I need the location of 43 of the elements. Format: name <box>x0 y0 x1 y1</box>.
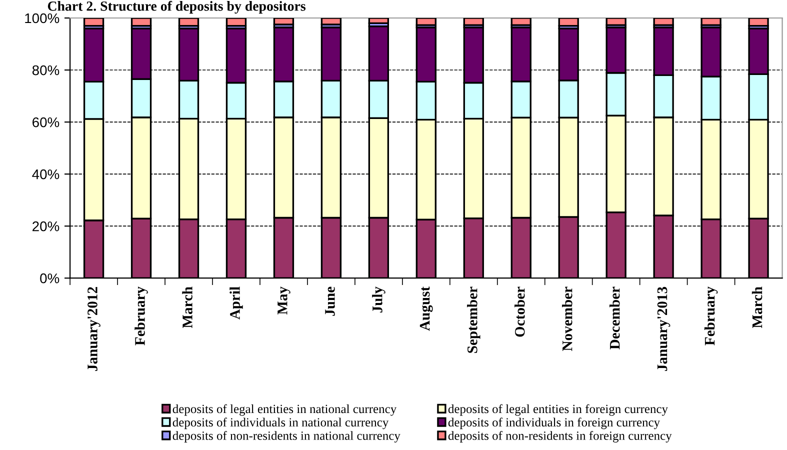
x-tick-label: April <box>230 286 243 320</box>
bar <box>178 18 200 27</box>
y-tick-label: 0% <box>40 273 60 284</box>
legend-label: deposits of legal entities in national currency <box>172 404 397 416</box>
x-tick-label: February <box>134 286 148 346</box>
x-tick-label: June <box>325 286 335 316</box>
bar <box>748 18 769 27</box>
bar <box>83 18 104 27</box>
x-tick-label: August <box>420 286 433 331</box>
y-tick-label: 20% <box>32 221 60 232</box>
legend-label: deposits of individuals in foreign currency <box>448 418 660 430</box>
x-tick-label: September <box>467 286 480 353</box>
bar <box>653 18 674 26</box>
legend-label: deposits of non-residents in national currency <box>172 431 400 442</box>
x-tick-label: October <box>514 286 525 337</box>
bar <box>510 18 532 26</box>
x-tick-label: November <box>562 286 572 351</box>
y-tick-label: 80% <box>32 65 60 76</box>
x-tick-label: May <box>278 286 290 315</box>
y-tick-label: 60% <box>32 117 60 128</box>
legend-label: deposits of non-residents in foreign currency <box>448 431 672 442</box>
bar <box>320 18 342 26</box>
bar <box>700 18 722 26</box>
x-tick-label: February <box>704 286 718 346</box>
x-tick-label: March <box>752 286 762 328</box>
x-tick-label: July <box>372 286 386 313</box>
x-tick-label: March <box>182 286 192 328</box>
bar <box>226 18 247 27</box>
legend-label: deposits of individuals in national currency <box>172 418 389 430</box>
bar <box>416 18 436 26</box>
bar <box>130 18 152 27</box>
bar <box>463 18 484 26</box>
y-tick-label: 40% <box>32 169 60 180</box>
chart-title: Chart 2. Structure of deposits by depositors <box>48 0 306 14</box>
y-tick-label: 100% <box>25 13 60 24</box>
x-tick-label: January'2013 <box>657 286 670 371</box>
legend-label: deposits of legal entities in foreign currency <box>448 404 668 416</box>
bar <box>558 18 579 27</box>
bar <box>273 18 294 26</box>
x-tick-label: December <box>609 286 620 350</box>
bar <box>368 18 390 24</box>
bar <box>606 18 626 26</box>
x-tick-label: January'2012 <box>88 287 100 371</box>
